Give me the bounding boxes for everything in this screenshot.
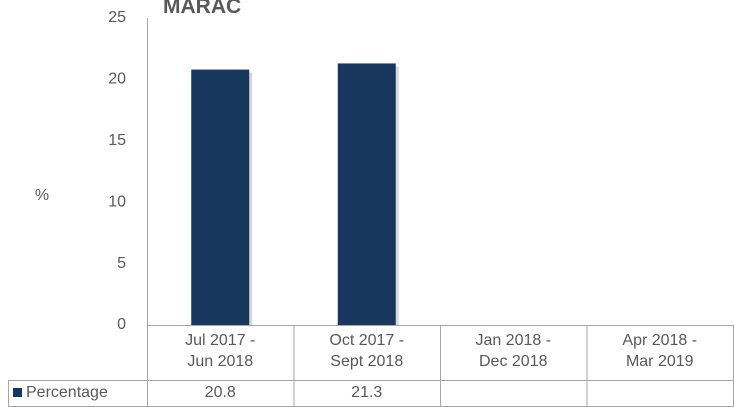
table-value: 21.3 (351, 384, 382, 401)
y-tick-label: 0 (117, 316, 126, 333)
y-tick-label: 20 (108, 71, 126, 88)
x-tick-label: Jan 2018 - (475, 332, 551, 349)
y-tick-label: 15 (108, 132, 126, 149)
x-tick-label: Oct 2017 - (329, 332, 404, 349)
chart-title: MARAC (163, 0, 241, 18)
x-tick-label: Jun 2018 (187, 353, 253, 370)
y-tick-label: 5 (117, 255, 126, 272)
x-tick-label: Sept 2018 (330, 353, 403, 370)
table-value: 20.8 (205, 384, 236, 401)
bar (191, 69, 250, 326)
x-tick-label: Mar 2019 (626, 353, 694, 370)
x-tick-label: Jul 2017 - (185, 332, 255, 349)
bar (337, 63, 396, 325)
x-tick-label: Dec 2018 (479, 353, 548, 370)
y-tick-label: 10 (108, 193, 126, 210)
x-tick-label: Apr 2018 - (622, 332, 697, 349)
y-tick-label: 25 (108, 9, 126, 26)
legend-label: Percentage (26, 384, 108, 401)
y-axis-label: % (35, 187, 49, 204)
legend-swatch (13, 388, 22, 397)
